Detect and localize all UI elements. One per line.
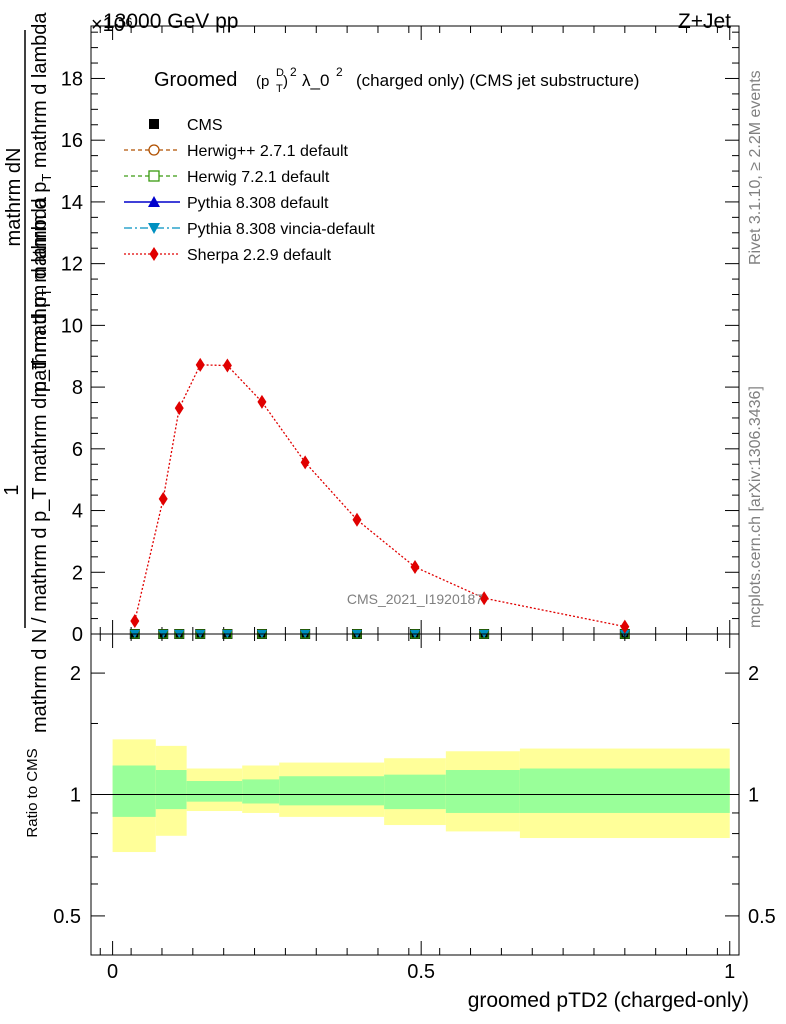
ratio-inner-band-6 (445, 770, 520, 813)
ratio-axes: 0.5 0.5 1 1 2 2 0 0.5 1 (53, 633, 776, 983)
sherpa-point-0 (130, 614, 140, 629)
title-pow: 2 (290, 65, 297, 79)
main-ylabel: mathrm dN mathrm d pT mathrm d pT mathrm… (1, 12, 54, 733)
main-ytick-label: 12 (61, 254, 83, 276)
sherpa-point-1 (158, 491, 168, 506)
beam-label: 13000 GeV pp (103, 10, 238, 33)
main-ytick-label: 8 (72, 377, 83, 399)
sherpa-point-8 (410, 560, 420, 575)
x-tick-label: 0 (107, 961, 118, 983)
ratio-ylabel: Ratio to CMS (24, 748, 41, 837)
rivet-label: Rivet 3.1.10, ≥ 2.2M events (747, 70, 764, 265)
title-var-sub: T (276, 83, 283, 95)
ratio-band-layer (91, 739, 739, 853)
legend-label-4: Pythia 8.308 vincia-default (187, 221, 375, 238)
ratio-ytick-label-right: 2 (748, 663, 759, 685)
ratio-inner-band-5 (384, 774, 446, 810)
sherpa-point-10 (620, 619, 630, 634)
ratio-inner-band-0 (112, 765, 156, 817)
main-ytick-label: 16 (61, 130, 83, 152)
sherpa-point-4 (222, 358, 232, 373)
title-lambda: λ_0 (302, 71, 329, 90)
legend-marker-0 (149, 119, 159, 129)
sherpa-line (134, 364, 625, 628)
title-var-open: (p (256, 73, 269, 90)
ylabel-one: 1 (1, 484, 23, 495)
analysis-label: CMS_2021_I1920187 (347, 591, 483, 607)
mcplots-label: mcplots.cern.ch [arXiv:1306.3436] (747, 386, 764, 628)
ylabel-top: mathrm dN (3, 148, 25, 247)
main-ytick-label: 14 (61, 192, 83, 214)
title-var-sup: D (276, 67, 284, 79)
sherpa-point-7 (352, 512, 362, 527)
sherpa-point-2 (174, 401, 184, 416)
sherpa-point-3 (195, 357, 205, 372)
legend-label-0: CMS (187, 117, 223, 134)
legend-marker-5 (149, 247, 159, 261)
legend-marker-1 (148, 144, 160, 156)
legend-marker-2 (148, 170, 160, 182)
x-axis-label: groomed pTD2 (charged-only) (468, 989, 749, 1012)
main-ytick-label: 6 (72, 439, 83, 461)
chart-title: Groomed (p D T ) 2 λ_0 2 (charged only) … (154, 65, 639, 95)
ratio-inner-band-7 (519, 768, 730, 813)
ratio-inner-band-1 (155, 770, 187, 810)
exponent-label: ×10⁶ (91, 14, 133, 36)
ylabel-mid: mathrm d pT mathrm d pT mathrm d lambda (29, 12, 54, 398)
main-ytick-label: 0 (72, 624, 83, 646)
ratio-ytick-label-right: 0.5 (748, 906, 776, 928)
legend-marker-4 (148, 223, 160, 234)
x-tick-label: 0.5 (407, 961, 435, 983)
sherpa-point-9 (479, 591, 489, 606)
sherpa-point-6 (300, 455, 310, 470)
legend-label-2: Herwig 7.2.1 default (187, 169, 330, 186)
ratio-inner-band-3 (242, 779, 280, 804)
sherpa-point-5 (257, 394, 267, 409)
ratio-ytick-label-left: 1 (70, 785, 81, 807)
legend: CMS Herwig++ 2.7.1 default Herwig 7.2.1 de… (124, 117, 375, 264)
main-ytick-label: 18 (61, 68, 83, 90)
legend-label-5: Sherpa 2.2.9 default (187, 247, 332, 264)
ratio-inner-band-2 (186, 781, 243, 802)
legend-marker-3 (148, 196, 160, 207)
main-ytick-label: 4 (72, 501, 83, 523)
main-ytick-label: 10 (61, 315, 83, 337)
main-axes: 0 2 4 6 8 10 12 14 16 18 (61, 25, 740, 646)
title-lambda-pow: 2 (336, 65, 343, 79)
ratio-ytick-label-right: 1 (748, 785, 759, 807)
ratio-ytick-label-left: 2 (70, 663, 81, 685)
title-prefix: Groomed (154, 69, 237, 91)
title-suffix: (charged only) (CMS jet substructure) (356, 71, 639, 90)
ratio-ytick-label-left: 0.5 (53, 906, 81, 928)
process-label: Z+Jet (678, 10, 731, 33)
ratio-inner-band-4 (279, 776, 385, 806)
x-tick-label: 1 (724, 961, 735, 983)
main-ytick-label: 2 (72, 562, 83, 584)
legend-label-3: Pythia 8.308 default (187, 195, 329, 212)
legend-label-1: Herwig++ 2.7.1 default (187, 143, 349, 160)
ylabel-bottom: mathrm d N / mathrm d p_T mathrm d p_T m… (29, 196, 51, 733)
title-var-close: ) (283, 73, 288, 90)
